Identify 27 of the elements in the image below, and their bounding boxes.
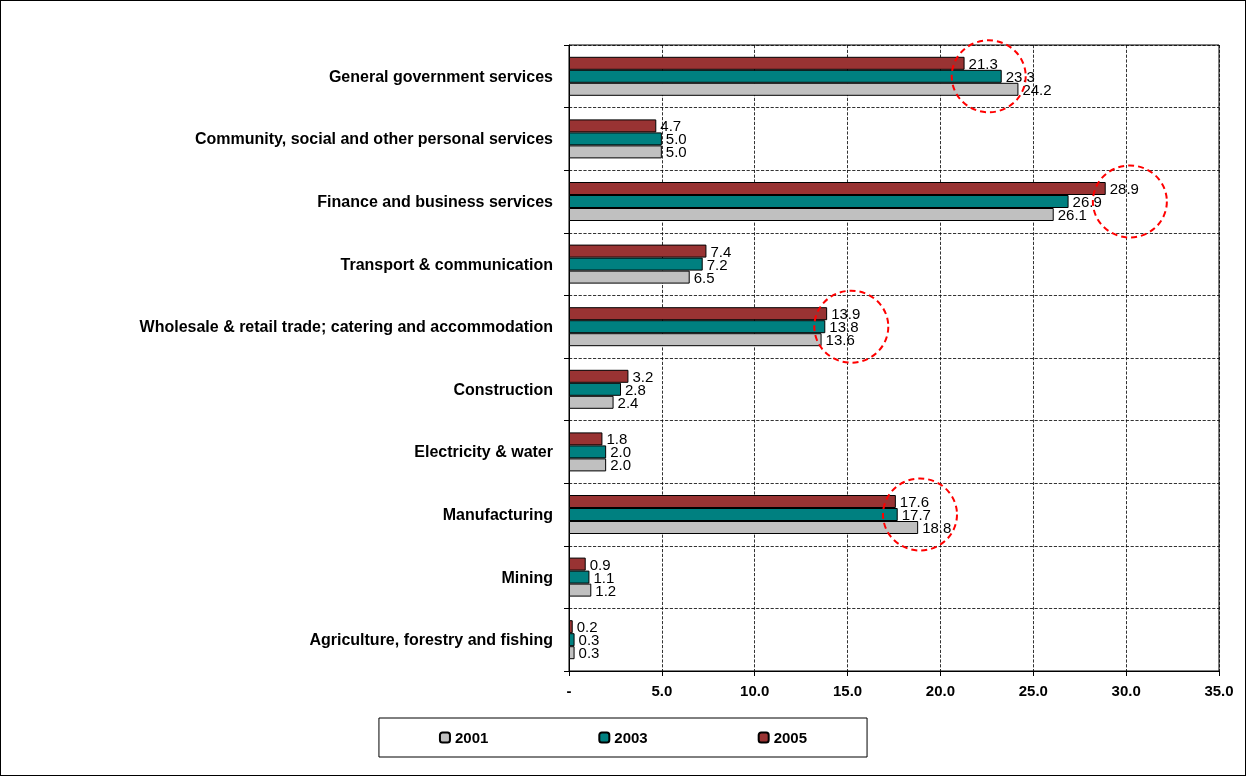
y-tick-label: Community, social and other personal services bbox=[194, 130, 554, 148]
data-label: 21.3 bbox=[968, 54, 998, 72]
legend-label: 2003 bbox=[614, 729, 648, 746]
y-tick-label: General government services bbox=[328, 67, 554, 85]
data-label: 23.3 bbox=[1005, 67, 1035, 85]
y-tick-label: Electricity & water bbox=[414, 443, 553, 461]
x-tick-label: - bbox=[566, 682, 572, 699]
x-tick-label: 5.0 bbox=[651, 682, 673, 699]
y-tick-label: Finance and business services bbox=[317, 193, 554, 210]
data-label: 3.2 bbox=[632, 367, 654, 385]
x-tick-label: 35.0 bbox=[1204, 682, 1234, 699]
y-tick-label: Mining bbox=[501, 568, 553, 586]
y-tick-label: Wholesale & retail trade; catering and accommodation bbox=[139, 318, 553, 336]
data-label: 7.4 bbox=[710, 242, 732, 260]
y-tick-label: Construction bbox=[453, 380, 553, 398]
y-tick-label: Agriculture, forestry and fishing bbox=[309, 631, 553, 649]
x-tick-label: 20.0 bbox=[925, 682, 956, 699]
data-label: 28.9 bbox=[1109, 180, 1139, 197]
x-tick-label: 30.0 bbox=[1111, 682, 1141, 699]
y-tick-label: Manufacturing bbox=[442, 506, 553, 523]
x-tick-label: 25.0 bbox=[1018, 682, 1048, 699]
data-label: 0.9 bbox=[589, 555, 611, 573]
x-tick-label: 10.0 bbox=[740, 682, 770, 699]
legend-label: 2001 bbox=[454, 729, 489, 746]
legend-label: 2005 bbox=[773, 729, 808, 746]
y-tick-label: Transport & communication bbox=[340, 255, 553, 273]
x-tick-label: 15.0 bbox=[832, 682, 863, 699]
